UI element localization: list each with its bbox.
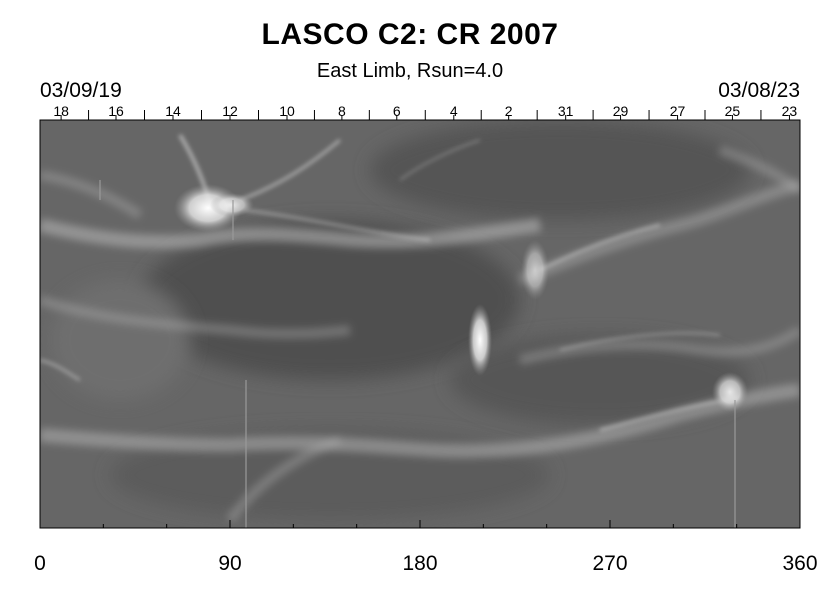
end-date-label: 03/08/23: [718, 79, 800, 102]
day-tick-label: 23: [782, 103, 798, 119]
day-tick-label: 14: [165, 103, 181, 119]
day-tick-label: 2: [505, 103, 513, 119]
day-tick-label: 6: [393, 103, 401, 119]
day-tick-label: 10: [279, 103, 295, 119]
chart-subtitle: East Limb, Rsun=4.0: [316, 60, 504, 82]
x-tick-label: 360: [782, 552, 817, 575]
day-tick-label: 16: [108, 103, 124, 119]
day-tick-label: 27: [670, 103, 686, 119]
day-tick-label: 25: [725, 103, 741, 119]
day-tick-label: 29: [613, 103, 629, 119]
x-tick-label: 0: [34, 552, 46, 575]
chart-title: LASCO C2: CR 2007: [261, 18, 559, 51]
day-tick-label: 4: [450, 103, 458, 119]
x-tick-label: 270: [592, 552, 627, 575]
day-tick-label: 8: [338, 103, 346, 119]
day-tick-label: 18: [53, 103, 69, 119]
start-date-label: 03/09/19: [40, 79, 122, 102]
x-axis: 0 90 180 270 360: [34, 520, 818, 575]
day-tick-label: 12: [222, 103, 238, 119]
day-axis: 18 16 14 12 10 8 6 4 2 31 29 27 25 23: [53, 103, 797, 120]
x-tick-label: 90: [218, 552, 241, 575]
day-tick-label: 31: [558, 103, 574, 119]
plot-image: [40, 120, 800, 528]
x-tick-label: 180: [402, 552, 437, 575]
